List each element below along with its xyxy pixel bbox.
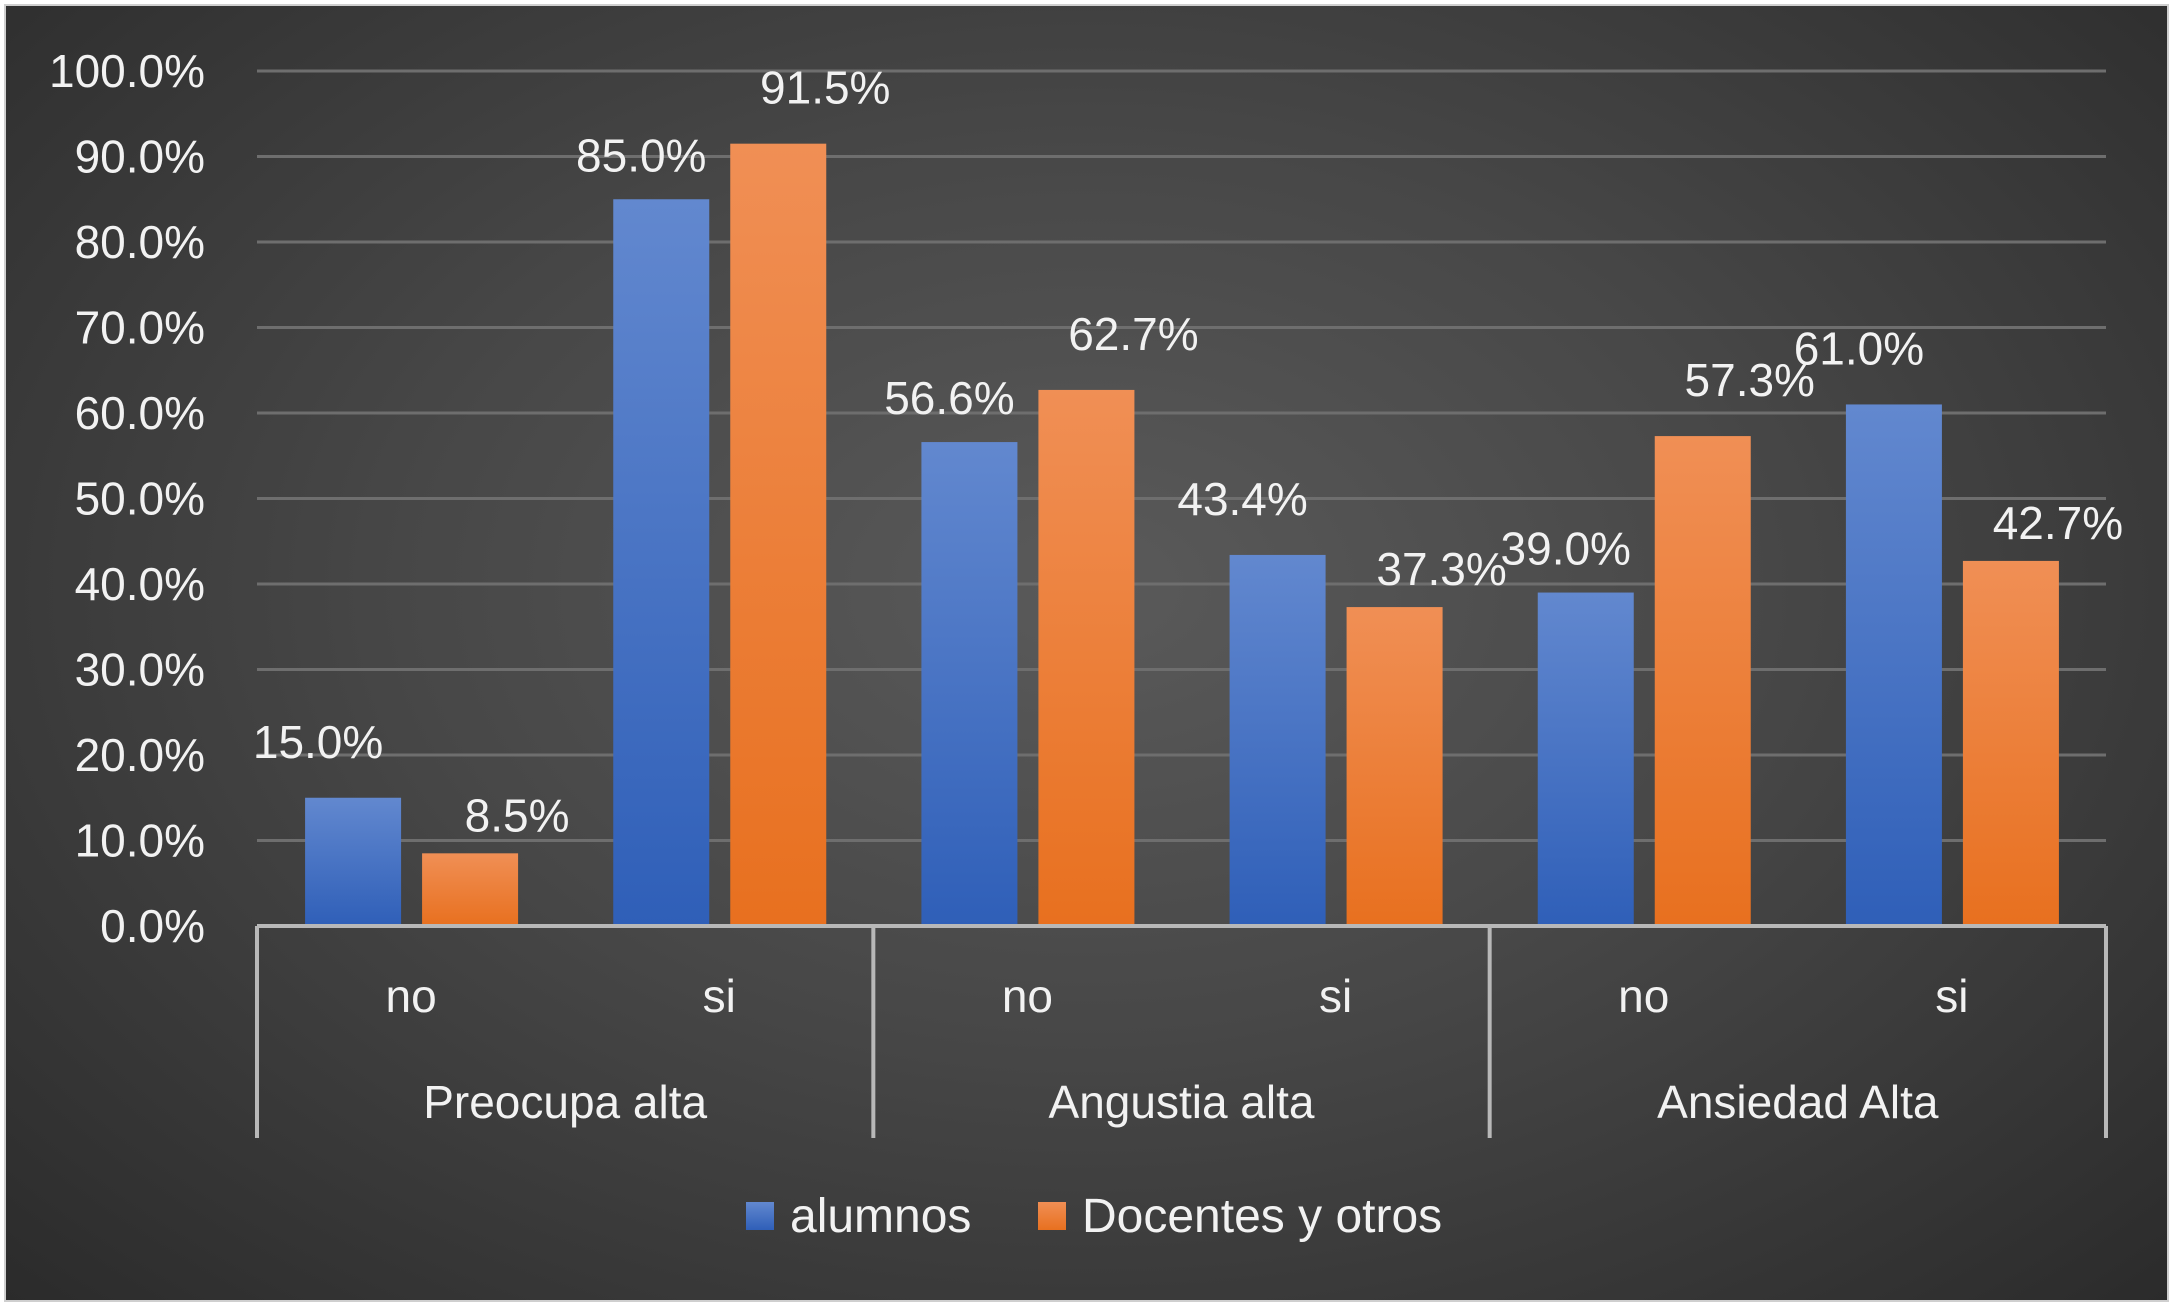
y-tick-label: 0.0% [100,900,205,952]
data-label: 42.7% [1993,497,2123,549]
bars [305,143,2059,927]
bar-alumnos [921,442,1018,926]
legend: alumnos Docentes y otros [746,1190,1442,1243]
y-tick-label: 20.0% [75,729,205,781]
bar-alumnos [613,199,710,926]
bar-docentes [1962,560,2059,926]
category-label: no [1618,970,1669,1022]
bar-alumnos [1229,554,1326,926]
legend-swatch [1038,1202,1066,1230]
y-tick-label: 50.0% [75,473,205,525]
category-label: si [703,970,736,1022]
bar-alumnos [305,797,402,926]
legend-label: alumnos [790,1190,971,1243]
category-label: no [1002,970,1053,1022]
data-label: 62.7% [1068,308,1198,360]
y-axis-ticks: 0.0% 10.0% 20.0% 30.0% 40.0% 50.0% 60.0% 70.0% 8… [49,45,205,952]
bar-docentes [1038,389,1135,926]
data-label: 43.4% [1177,473,1307,525]
data-label: 39.0% [1501,523,1631,575]
legend-label: Docentes y otros [1082,1190,1442,1243]
bar-alumnos [1537,592,1634,926]
y-tick-label: 30.0% [75,644,205,696]
y-tick-label: 60.0% [75,387,205,439]
category-label: si [1319,970,1352,1022]
data-label: 91.5% [760,62,890,114]
data-label: 37.3% [1376,543,1506,595]
data-label: 57.3% [1685,354,1815,406]
bar-docentes [1346,607,1443,926]
y-tick-label: 100.0% [49,45,205,97]
data-label: 61.0% [1794,322,1924,374]
category-label: si [1935,970,1968,1022]
group-label: Ansiedad Alta [1657,1076,1939,1128]
data-label: 56.6% [884,372,1014,424]
x-axis: Preocupa alta Angustia alta Ansiedad Alta n… [255,924,2108,1138]
group-label: Angustia alta [1049,1076,1315,1128]
y-tick-label: 90.0% [75,131,205,183]
y-tick-label: 40.0% [75,558,205,610]
bar-docentes [730,143,827,927]
bar-alumnos [1845,404,1942,926]
y-tick-label: 80.0% [75,216,205,268]
group-label: Preocupa alta [423,1076,707,1128]
gridlines [257,69,2106,842]
category-label: no [385,970,436,1022]
data-label: 15.0% [253,716,383,768]
y-tick-label: 10.0% [75,815,205,867]
bar-docentes [422,853,519,926]
data-labels: 15.0% 85.0% 56.6% 43.4% 39.0% 61.0% 8.5% 91.5% 6… [253,62,2123,842]
data-label: 85.0% [576,129,706,181]
y-tick-label: 70.0% [75,302,205,354]
data-label: 8.5% [465,789,570,841]
bar-docentes [1654,436,1751,926]
legend-swatch [746,1202,774,1230]
